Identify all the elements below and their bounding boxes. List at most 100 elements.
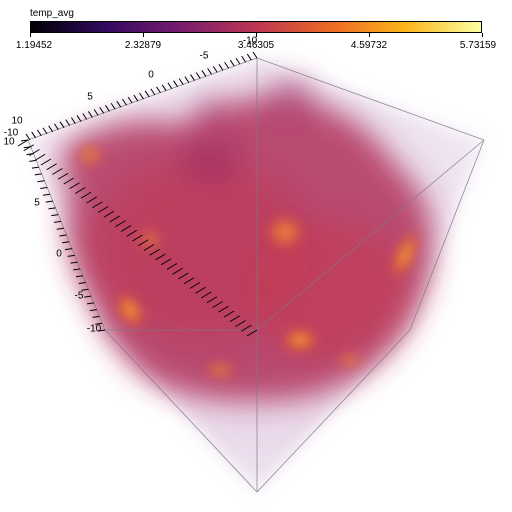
axis-tick-mark bbox=[184, 76, 190, 83]
axis-tick-mark bbox=[70, 261, 78, 264]
axis-tick-mark bbox=[52, 168, 63, 175]
axis-tick-mark bbox=[34, 153, 46, 161]
corner-label: -10 bbox=[3, 127, 19, 139]
axis-tick-mark bbox=[120, 225, 132, 232]
axis-tick-mark bbox=[45, 200, 53, 203]
axis-tick-mark bbox=[75, 275, 84, 278]
axis-tick-mark bbox=[229, 315, 241, 323]
axis-tick-mark bbox=[116, 100, 122, 108]
axis-tick-mark bbox=[99, 107, 105, 114]
top-axis-tick-label: -5 bbox=[199, 50, 209, 62]
axis-tick-mark bbox=[218, 64, 224, 71]
axis-tick-mark bbox=[103, 210, 115, 218]
colorbar-tick-mark bbox=[368, 33, 370, 37]
axis-tick-mark bbox=[34, 173, 42, 176]
axis-tick-mark bbox=[76, 115, 82, 122]
top-axis-tick-label: -10 bbox=[242, 35, 258, 47]
axis-tick-mark bbox=[212, 301, 223, 308]
axis-tick-mark bbox=[127, 96, 133, 104]
axis-tick-mark bbox=[59, 121, 65, 128]
axis-tick-mark bbox=[93, 109, 99, 116]
axis-tick-mark bbox=[132, 234, 143, 242]
axis-tick-mark bbox=[97, 329, 106, 332]
hot-spots bbox=[74, 141, 422, 382]
axis-tick-mark bbox=[23, 144, 34, 152]
axis-tick-mark bbox=[115, 220, 126, 228]
axis-tick-mark bbox=[126, 229, 138, 237]
axis-tick-mark bbox=[51, 214, 59, 217]
axis-tick-mark bbox=[17, 139, 29, 147]
axis-tick-mark bbox=[53, 123, 59, 131]
axis-tick-mark bbox=[92, 315, 100, 318]
left-axis-tick-label: 10 bbox=[11, 115, 23, 127]
axis-tick-mark bbox=[53, 220, 62, 223]
axis-tick-mark bbox=[40, 158, 52, 166]
axis-tick-mark bbox=[200, 291, 212, 299]
axis-tick-mark bbox=[42, 127, 48, 135]
axis-tick-mark bbox=[235, 57, 241, 65]
axis-tick-mark bbox=[167, 82, 173, 90]
axis-tick-mark bbox=[42, 193, 51, 196]
axis-ticks bbox=[17, 51, 258, 337]
top-axis-tick-label: 5 bbox=[87, 91, 93, 103]
corner-label: 10 bbox=[3, 136, 15, 148]
colorbar-tick-label: 3.46305 bbox=[237, 40, 275, 51]
axis-tick-mark bbox=[80, 191, 92, 199]
axis-tick-mark bbox=[86, 302, 95, 305]
axis-tick-mark bbox=[69, 182, 80, 190]
axis-tick-mark bbox=[241, 55, 247, 63]
axis-tick-mark bbox=[224, 61, 230, 69]
axis-tick-mark bbox=[105, 105, 110, 112]
axis-tick-mark bbox=[110, 102, 116, 110]
axis-tick-mark bbox=[178, 272, 189, 280]
axis-tick-mark bbox=[133, 94, 139, 102]
axis-tick-mark bbox=[29, 149, 40, 156]
axis-tick-mark bbox=[46, 163, 57, 171]
axis-tick-mark bbox=[122, 98, 127, 106]
colorbar-tick-mark bbox=[481, 33, 483, 37]
axis-tick-mark bbox=[166, 263, 178, 270]
colorbar-tick-label: 2.32879 bbox=[124, 40, 162, 51]
top-axis-tick-label: 0 bbox=[148, 69, 154, 81]
axis-tick-mark bbox=[31, 166, 40, 169]
colorbar bbox=[30, 21, 482, 33]
axis-tick-mark bbox=[223, 310, 235, 318]
left-axis-tick-label: -5 bbox=[74, 290, 84, 302]
axis-tick-mark bbox=[26, 153, 34, 156]
axis-tick-mark bbox=[195, 72, 201, 79]
colorbar-tick-label: 1.19452 bbox=[15, 40, 53, 51]
axis-tick-mark bbox=[89, 309, 97, 312]
axis-tick-mark bbox=[86, 196, 97, 204]
axis-tick-mark bbox=[36, 129, 42, 137]
left-axis-tick-label: 0 bbox=[56, 248, 62, 260]
axis-tick-mark bbox=[201, 70, 207, 77]
colorbar-title: temp_avg bbox=[30, 8, 74, 19]
axis-tick-mark bbox=[206, 296, 218, 304]
axis-tick-mark bbox=[82, 113, 88, 120]
axis-tick-mark bbox=[149, 248, 160, 256]
axis-tick-mark bbox=[78, 282, 86, 284]
axis-tick-mark bbox=[84, 295, 92, 298]
axis-tick-mark bbox=[160, 258, 172, 266]
axis-tick-mark bbox=[218, 305, 229, 313]
axis-tick-mark bbox=[81, 288, 89, 291]
axis-tick-mark bbox=[143, 244, 155, 251]
axis-tick-mark bbox=[172, 267, 183, 275]
axis-tick-mark bbox=[20, 139, 29, 142]
axis-tick-mark bbox=[195, 286, 206, 294]
axis-tick-mark bbox=[73, 268, 81, 271]
axis-tick-mark bbox=[252, 51, 258, 59]
axis-tick-mark bbox=[31, 131, 37, 139]
axis-tick-mark bbox=[97, 206, 109, 213]
axis-tick-mark bbox=[48, 207, 56, 210]
axis-tick-mark bbox=[63, 177, 75, 185]
axis-tick-mark bbox=[173, 80, 178, 87]
axis-tick-mark bbox=[235, 320, 246, 327]
axis-tick-mark bbox=[40, 187, 48, 189]
axis-tick-mark bbox=[207, 68, 213, 75]
axis-tick-mark bbox=[48, 125, 54, 133]
axis-tick-mark bbox=[92, 201, 103, 209]
axis-tick-mark bbox=[190, 74, 195, 81]
colorbar-tick-mark bbox=[142, 33, 144, 37]
